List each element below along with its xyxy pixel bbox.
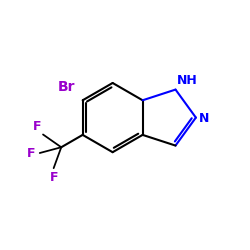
Text: N: N [199, 112, 209, 125]
Text: F: F [50, 171, 58, 184]
Text: F: F [33, 120, 42, 132]
Text: NH: NH [177, 74, 198, 86]
Text: Br: Br [58, 80, 75, 94]
Text: F: F [27, 146, 35, 160]
